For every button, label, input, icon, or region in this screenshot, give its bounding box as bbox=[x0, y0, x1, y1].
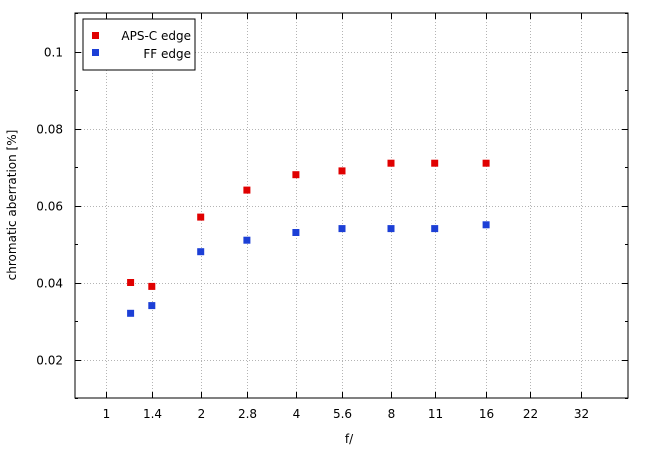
x-tick-label: 4 bbox=[293, 407, 301, 421]
x-tick-label: 11 bbox=[428, 407, 443, 421]
x-tick-label: 5.6 bbox=[333, 407, 352, 421]
aps-c-edge-point bbox=[127, 279, 135, 286]
x-tick-label: 1.4 bbox=[143, 407, 162, 421]
axis-ticks bbox=[75, 13, 628, 399]
y-tick-label: 0.08 bbox=[36, 123, 63, 137]
x-tick-label: 2.8 bbox=[238, 407, 257, 421]
x-tick-label: 1 bbox=[103, 407, 111, 421]
y-axis-label: chromatic aberration [%] bbox=[5, 130, 19, 281]
y-tick-label: 0.1 bbox=[44, 46, 63, 60]
aps-c-edge-point bbox=[148, 282, 156, 290]
legend-label-ff: FF edge bbox=[143, 47, 191, 61]
aps-c-edge-point bbox=[243, 186, 251, 194]
ff-edge-point bbox=[338, 225, 346, 233]
legend-box bbox=[82, 18, 196, 71]
ff-edge-point bbox=[482, 221, 490, 229]
grid-lines bbox=[75, 13, 628, 398]
y-tick-labels: 0.02 0.04 0.06 0.08 0.1 bbox=[36, 46, 63, 368]
plot-frame bbox=[74, 12, 629, 399]
aps-c-edge-point bbox=[431, 159, 439, 167]
ff-edge-point bbox=[127, 309, 135, 317]
y-tick-label: 0.04 bbox=[36, 277, 63, 291]
aps-c-edge-point bbox=[387, 159, 395, 167]
ff-edge-point bbox=[387, 225, 395, 233]
x-tick-labels: 1 1.4 2 2.8 4 5.6 8 11 16 22 32 bbox=[103, 407, 589, 421]
y-tick-label: 0.02 bbox=[36, 354, 63, 368]
legend-marker-ff bbox=[92, 49, 99, 56]
ff-edge-point bbox=[292, 229, 300, 236]
aps-c-edge-point bbox=[292, 171, 300, 179]
x-tick-label: 16 bbox=[479, 407, 494, 421]
ff-edge-point bbox=[197, 248, 205, 256]
data-points bbox=[127, 159, 490, 317]
x-axis-label: f/ bbox=[345, 432, 354, 446]
x-tick-label: 32 bbox=[574, 407, 589, 421]
legend: APS-C edge FF edge bbox=[82, 18, 196, 71]
legend-label-aps-c: APS-C edge bbox=[121, 29, 191, 43]
ff-edge-point bbox=[431, 225, 439, 233]
aps-c-edge-point bbox=[338, 167, 346, 175]
aps-c-edge-point bbox=[197, 213, 205, 221]
ff-edge-point bbox=[243, 236, 251, 244]
x-tick-label: 22 bbox=[523, 407, 538, 421]
aps-c-edge-point bbox=[482, 159, 490, 167]
x-tick-label: 2 bbox=[198, 407, 206, 421]
ff-edge-point bbox=[148, 302, 156, 310]
legend-marker-aps-c bbox=[92, 32, 99, 39]
x-tick-label: 8 bbox=[388, 407, 396, 421]
y-tick-label: 0.06 bbox=[36, 200, 63, 214]
